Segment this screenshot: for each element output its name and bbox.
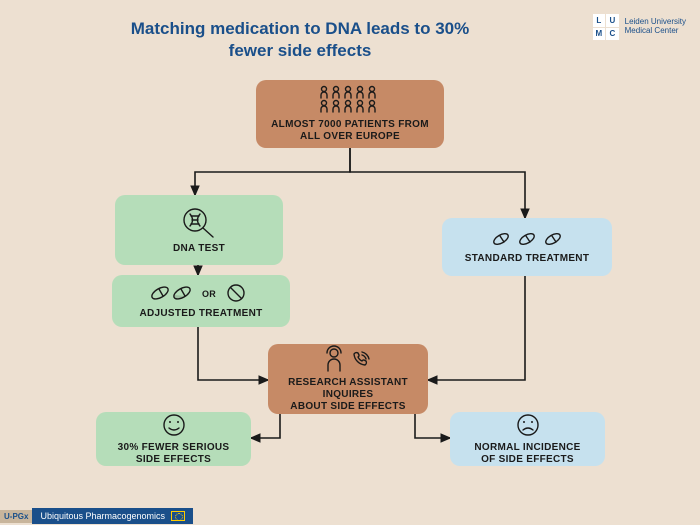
logo-cell: L (593, 14, 606, 27)
node-patients: ALMOST 7000 PATIENTS FROMALL OVER EUROPE (256, 80, 444, 148)
pill-or-no-icon: OR (146, 282, 256, 304)
edge-research-fewer (251, 414, 280, 438)
node-standard: STANDARD TREATMENT (442, 218, 612, 276)
edge-patients-dna (195, 148, 350, 195)
lumc-logo: L U M C Leiden University Medical Center (593, 14, 686, 40)
logo-text: Leiden University Medical Center (625, 18, 686, 36)
footer: U-PGx Ubiquitous Pharmacogenomics (0, 507, 193, 525)
node-label: RESEARCH ASSISTANT INQUIRESABOUT SIDE EF… (276, 377, 420, 413)
logo-cell: U (606, 14, 619, 27)
footer-badge: U-PGx (0, 510, 32, 523)
person-phone-icon (320, 345, 376, 373)
smile-icon (161, 412, 187, 438)
logo-cell: M (593, 28, 606, 41)
node-label: STANDARD TREATMENT (465, 253, 589, 265)
node-label: ALMOST 7000 PATIENTS FROMALL OVER EUROPE (271, 119, 429, 143)
logo-cell: C (606, 28, 619, 41)
edge-adjusted-research (198, 327, 268, 380)
svg-text:OR: OR (202, 289, 216, 299)
edge-standard-research (428, 276, 525, 380)
node-fewer: 30% FEWER SERIOUSSIDE EFFECTS (96, 412, 251, 466)
node-normal: NORMAL INCIDENCEOF SIDE EFFECTS (450, 412, 605, 466)
logo-grid: L U M C (593, 14, 619, 40)
node-label: DNA TEST (173, 243, 225, 255)
node-adjusted: OR ADJUSTED TREATMENT (112, 275, 290, 327)
edge-patients-standard (350, 148, 525, 218)
footer-bar: Ubiquitous Pharmacogenomics (32, 508, 193, 524)
magnify-dna-icon (179, 205, 219, 239)
node-research: RESEARCH ASSISTANT INQUIRESABOUT SIDE EF… (268, 344, 428, 414)
people-icon (318, 85, 382, 115)
edge-research-normal (415, 414, 450, 438)
node-label: 30% FEWER SERIOUSSIDE EFFECTS (118, 442, 230, 466)
node-dna: DNA TEST (115, 195, 283, 265)
node-label: NORMAL INCIDENCEOF SIDE EFFECTS (474, 442, 580, 466)
page-title: Matching medication to DNA leads to 30% … (120, 18, 480, 62)
eu-flag-icon (171, 511, 185, 521)
pills3-icon (487, 229, 567, 249)
node-label: ADJUSTED TREATMENT (140, 308, 263, 320)
frown-icon (515, 412, 541, 438)
